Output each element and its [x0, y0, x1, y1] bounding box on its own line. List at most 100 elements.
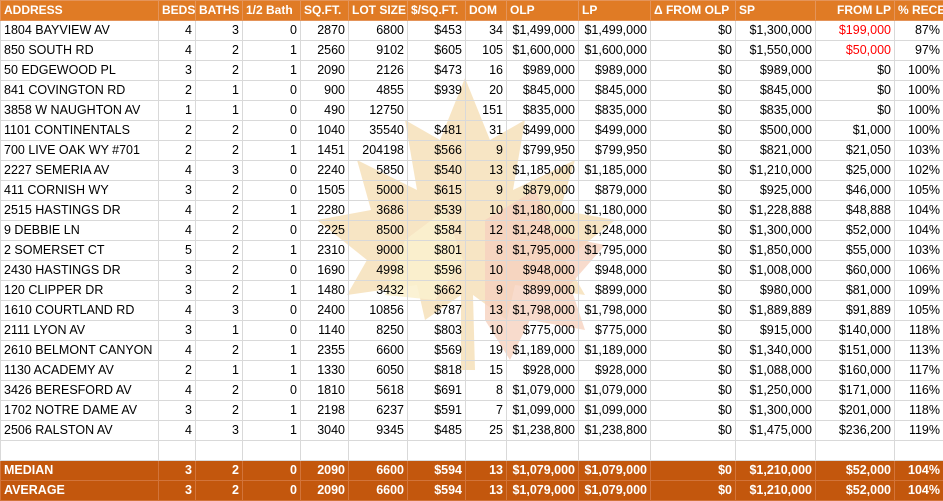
cell-half-bath[interactable]: 0 — [242, 20, 301, 41]
cell-pct-received[interactable]: 103% — [894, 240, 943, 261]
cell-sqft[interactable]: 1330 — [300, 360, 349, 381]
cell-dom[interactable]: 13 — [465, 460, 507, 481]
cell-from-lp[interactable]: $50,000 — [815, 40, 895, 61]
cell-dom[interactable]: 9 — [465, 280, 507, 301]
cell-olp[interactable]: $1,238,800 — [506, 420, 579, 441]
header-sqft[interactable]: SQ.FT. — [300, 0, 349, 21]
cell-sqft[interactable]: 900 — [300, 80, 349, 101]
cell-sp[interactable]: $1,300,000 — [735, 400, 816, 421]
cell-lp[interactable]: $899,000 — [578, 280, 651, 301]
cell-baths[interactable]: 1 — [195, 100, 243, 121]
cell-lot-size[interactable]: 8500 — [348, 220, 408, 241]
cell-from-lp[interactable]: $151,000 — [815, 340, 895, 361]
cell-delta-from-olp[interactable]: $0 — [650, 120, 736, 141]
cell-lp[interactable]: $499,000 — [578, 120, 651, 141]
cell-lot-size[interactable]: 12750 — [348, 100, 408, 121]
cell-delta-from-olp[interactable]: $0 — [650, 80, 736, 101]
cell-from-lp[interactable]: $201,000 — [815, 400, 895, 421]
cell-price-per-sqft[interactable]: $662 — [407, 280, 466, 301]
cell-sqft[interactable]: 2310 — [300, 240, 349, 261]
cell-pct-received[interactable]: 102% — [894, 160, 943, 181]
cell-sqft[interactable]: 2090 — [300, 60, 349, 81]
cell-baths[interactable]: 2 — [195, 260, 243, 281]
cell-half-bath[interactable]: 0 — [242, 160, 301, 181]
cell-lp[interactable]: $835,000 — [578, 100, 651, 121]
cell-lot-size[interactable]: 3686 — [348, 200, 408, 221]
cell-olp[interactable]: $799,950 — [506, 140, 579, 161]
cell-olp[interactable]: $899,000 — [506, 280, 579, 301]
cell-delta-from-olp[interactable]: $0 — [650, 380, 736, 401]
cell-pct-received[interactable]: 87% — [894, 20, 943, 41]
cell-address[interactable]: 850 SOUTH RD — [0, 40, 159, 61]
cell-half-bath[interactable]: 1 — [242, 340, 301, 361]
cell-price-per-sqft[interactable]: $594 — [407, 460, 466, 481]
cell-olp[interactable]: $499,000 — [506, 120, 579, 141]
cell-sp[interactable]: $1,088,000 — [735, 360, 816, 381]
cell-address[interactable]: 411 CORNISH WY — [0, 180, 159, 201]
cell-delta-from-olp[interactable]: $0 — [650, 280, 736, 301]
cell-lot-size[interactable]: 6050 — [348, 360, 408, 381]
cell-sqft[interactable]: 1451 — [300, 140, 349, 161]
cell-olp[interactable]: $1,099,000 — [506, 400, 579, 421]
cell-from-lp[interactable]: $81,000 — [815, 280, 895, 301]
cell-pct-received[interactable]: 105% — [894, 180, 943, 201]
cell-lp[interactable]: $1,099,000 — [578, 400, 651, 421]
empty-cell[interactable] — [300, 440, 349, 461]
cell-half-bath[interactable]: 1 — [242, 60, 301, 81]
cell-beds[interactable]: 5 — [158, 240, 196, 261]
empty-cell[interactable] — [894, 440, 943, 461]
cell-baths[interactable]: 1 — [195, 80, 243, 101]
cell-beds[interactable]: 4 — [158, 380, 196, 401]
cell-half-bath[interactable]: 1 — [242, 420, 301, 441]
cell-sqft[interactable]: 2198 — [300, 400, 349, 421]
cell-sqft[interactable]: 3040 — [300, 420, 349, 441]
cell-half-bath[interactable]: 1 — [242, 240, 301, 261]
cell-beds[interactable]: 4 — [158, 160, 196, 181]
header-dom[interactable]: DOM — [465, 0, 507, 21]
cell-price-per-sqft[interactable]: $615 — [407, 180, 466, 201]
cell-from-lp[interactable]: $236,200 — [815, 420, 895, 441]
cell-pct-received[interactable]: 119% — [894, 420, 943, 441]
cell-address[interactable]: 120 CLIPPER DR — [0, 280, 159, 301]
empty-cell[interactable] — [735, 440, 816, 461]
empty-cell[interactable] — [348, 440, 408, 461]
cell-from-lp[interactable]: $199,000 — [815, 20, 895, 41]
cell-price-per-sqft[interactable]: $566 — [407, 140, 466, 161]
cell-dom[interactable]: 9 — [465, 180, 507, 201]
cell-dom[interactable]: 13 — [465, 160, 507, 181]
cell-half-bath[interactable]: 0 — [242, 120, 301, 141]
cell-pct-received[interactable]: 104% — [894, 460, 943, 481]
cell-pct-received[interactable]: 100% — [894, 80, 943, 101]
cell-sqft[interactable]: 490 — [300, 100, 349, 121]
cell-half-bath[interactable]: 1 — [242, 400, 301, 421]
cell-address[interactable]: 2506 RALSTON AV — [0, 420, 159, 441]
cell-beds[interactable]: 4 — [158, 40, 196, 61]
cell-delta-from-olp[interactable]: $0 — [650, 100, 736, 121]
cell-from-lp[interactable]: $160,000 — [815, 360, 895, 381]
cell-delta-from-olp[interactable]: $0 — [650, 320, 736, 341]
cell-dom[interactable]: 105 — [465, 40, 507, 61]
cell-beds[interactable]: 3 — [158, 260, 196, 281]
cell-beds[interactable]: 4 — [158, 200, 196, 221]
cell-olp[interactable]: $1,189,000 — [506, 340, 579, 361]
cell-lot-size[interactable]: 9102 — [348, 40, 408, 61]
header-baths[interactable]: BATHS — [195, 0, 243, 21]
cell-address[interactable]: 1101 CONTINENTALS — [0, 120, 159, 141]
cell-olp[interactable]: $1,079,000 — [506, 460, 579, 481]
cell-lp[interactable]: $1,079,000 — [578, 460, 651, 481]
cell-delta-from-olp[interactable]: $0 — [650, 420, 736, 441]
cell-pct-received[interactable]: 97% — [894, 40, 943, 61]
empty-cell[interactable] — [578, 440, 651, 461]
cell-from-lp[interactable]: $25,000 — [815, 160, 895, 181]
cell-sp[interactable]: $1,210,000 — [735, 160, 816, 181]
cell-price-per-sqft[interactable]: $818 — [407, 360, 466, 381]
cell-sp[interactable]: $1,210,000 — [735, 480, 816, 501]
cell-from-lp[interactable]: $52,000 — [815, 220, 895, 241]
cell-delta-from-olp[interactable]: $0 — [650, 300, 736, 321]
cell-price-per-sqft[interactable]: $591 — [407, 400, 466, 421]
header-address[interactable]: ADDRESS — [0, 0, 159, 21]
cell-beds[interactable]: 4 — [158, 340, 196, 361]
cell-lot-size[interactable]: 4998 — [348, 260, 408, 281]
cell-sqft[interactable]: 2090 — [300, 480, 349, 501]
cell-price-per-sqft[interactable]: $691 — [407, 380, 466, 401]
